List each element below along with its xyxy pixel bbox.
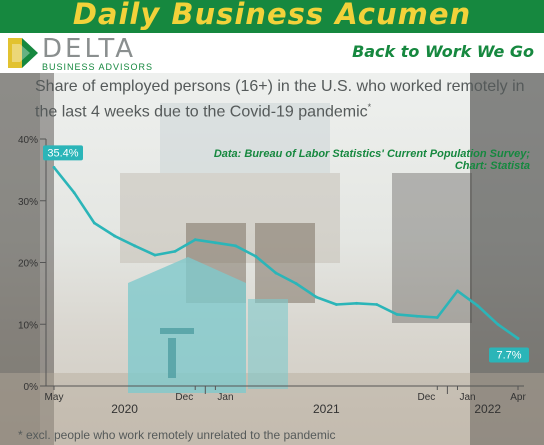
data-label: 35.4% <box>47 147 78 159</box>
x-tick-label: Jan <box>459 392 475 403</box>
year-label: 2020 <box>111 402 138 416</box>
data-label-box <box>43 145 83 161</box>
y-tick-label: 10% <box>18 320 38 331</box>
logo-subtitle: BUSINESS ADVISORS <box>42 62 154 72</box>
data-point <box>72 191 76 195</box>
year-label: 2021 <box>313 402 340 416</box>
data-point <box>335 303 338 306</box>
x-tick-label: Dec <box>418 392 436 403</box>
y-tick-label: 20% <box>18 259 38 270</box>
data-point <box>456 289 459 293</box>
delta-logo-icon <box>8 38 38 68</box>
banner: Daily Business Acumen <box>0 0 544 33</box>
x-tick-label: May <box>45 392 64 403</box>
data-point <box>274 271 278 275</box>
chart-title-text: Share of employed persons (16+) in the U… <box>35 78 525 121</box>
banner-title: Daily Business Acumen <box>72 0 472 31</box>
data-label-box <box>489 347 529 363</box>
data-point <box>193 238 197 242</box>
data-point <box>496 322 500 326</box>
chart-footnote: * excl. people who work remotely unrelat… <box>18 428 336 442</box>
data-point <box>435 316 439 319</box>
x-tick-label: Jan <box>217 392 233 403</box>
data-point <box>476 304 480 308</box>
y-tick-label: 0% <box>24 382 39 393</box>
data-point <box>52 166 56 169</box>
data-point <box>173 249 177 253</box>
data-point <box>375 303 379 306</box>
data-point <box>133 244 137 248</box>
tagline: Back to Work We Go <box>352 42 534 61</box>
office-background-photo <box>0 73 544 445</box>
data-point <box>92 221 96 225</box>
data-point <box>294 282 298 285</box>
data-point <box>516 337 520 340</box>
office-scene-illustration <box>0 73 544 445</box>
logo-name: DELTA <box>42 34 137 64</box>
data-point <box>234 244 237 248</box>
year-label: 2022 <box>474 402 501 416</box>
data-point <box>153 253 157 257</box>
series-line <box>52 166 520 340</box>
x-tick-label: Dec <box>175 392 193 403</box>
y-tick-label: 30% <box>18 197 38 208</box>
chart-source: Data: Bureau of Labor Statistics' Curren… <box>213 148 530 172</box>
data-label: 7.7% <box>496 349 521 361</box>
y-tick-label: 40% <box>18 135 38 146</box>
data-point <box>314 295 318 299</box>
data-point <box>355 301 359 305</box>
data-point <box>415 314 419 318</box>
data-point <box>254 254 258 258</box>
header-bar: DELTA BUSINESS ADVISORS Back to Work We … <box>0 33 544 73</box>
x-tick-label: Apr <box>510 392 526 403</box>
data-point <box>213 241 217 245</box>
chart-title-footnote-mark: * <box>367 102 372 112</box>
data-point <box>395 312 399 316</box>
data-point <box>113 234 116 238</box>
chart-title: Share of employed persons (16+) in the U… <box>35 77 535 122</box>
